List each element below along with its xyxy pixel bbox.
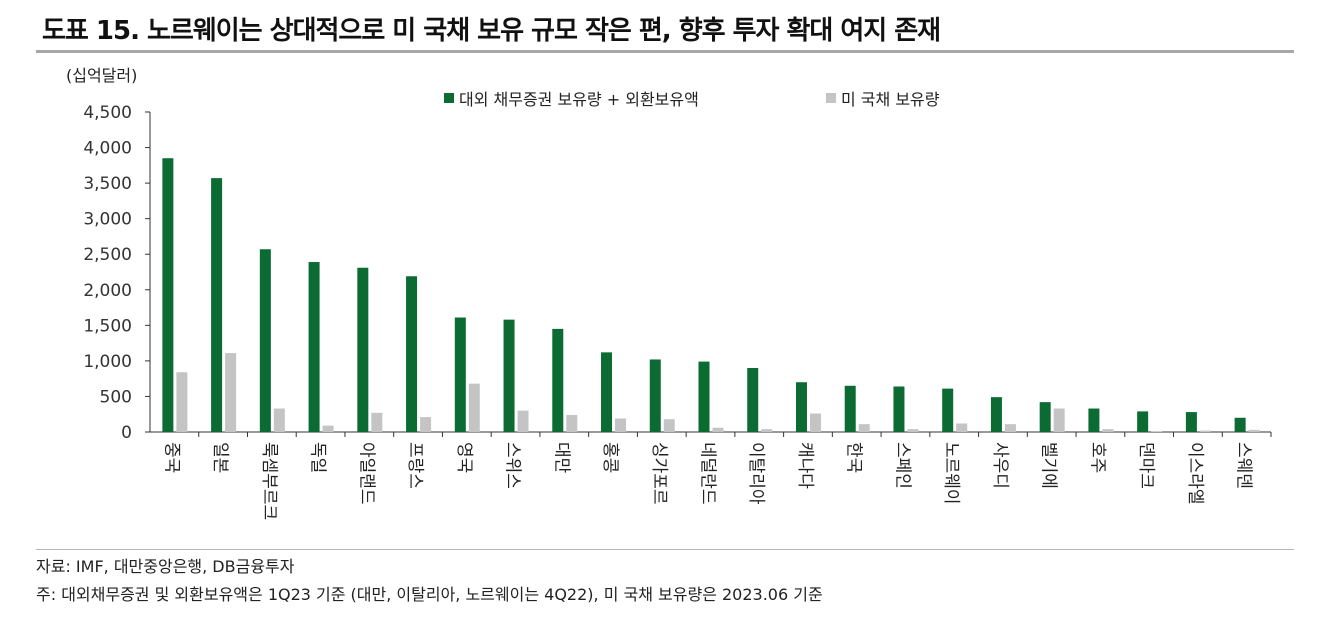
bar-us-treasury-2	[273, 408, 285, 432]
x-tick-label: 중국	[161, 442, 181, 473]
chart-title: 도표 15. 노르웨이는 상대적으로 미 국채 보유 규모 작은 편, 향후 투…	[42, 16, 941, 46]
legend-label-series2: 미 국채 보유량	[841, 90, 940, 109]
bar-us-treasury-5	[420, 417, 432, 432]
y-tick-label: 3,500	[83, 174, 132, 194]
y-tick-label: 1,500	[83, 316, 132, 336]
bar-external-assets-3	[308, 262, 320, 432]
bar-us-treasury-4	[371, 412, 383, 432]
bar-us-treasury-18	[1053, 408, 1065, 432]
bar-us-treasury-19	[1102, 429, 1114, 432]
bar-us-treasury-22	[1248, 429, 1260, 432]
x-tick-label: 이탈리아	[746, 442, 766, 505]
y-tick-label: 1,000	[83, 352, 132, 372]
y-tick-label: 4,500	[83, 103, 132, 123]
y-axis-unit: (십억달러)	[66, 66, 138, 85]
bar-us-treasury-9	[615, 418, 627, 432]
x-tick-label: 프랑스	[405, 442, 425, 489]
bar-external-assets-13	[795, 382, 807, 432]
bar-external-assets-6	[454, 317, 466, 432]
bar-us-treasury-17	[1004, 424, 1016, 432]
bar-us-treasury-14	[858, 424, 870, 432]
bar-us-treasury-8	[566, 414, 578, 432]
x-tick-label: 노르웨이	[941, 442, 961, 505]
legend-item-series1: 대외 채무증권 보유량 + 외환보유액	[444, 86, 699, 110]
bar-external-assets-20	[1137, 411, 1149, 432]
bar-us-treasury-6	[468, 383, 480, 432]
bar-external-assets-10	[649, 359, 661, 432]
footer-divider	[36, 549, 1294, 550]
bar-us-treasury-1	[225, 353, 237, 432]
bar-us-treasury-7	[517, 410, 529, 432]
x-tick-label: 네덜란드	[698, 442, 718, 505]
bar-us-treasury-15	[907, 429, 919, 432]
bar-us-treasury-11	[712, 427, 724, 432]
x-tick-label: 아일랜드	[356, 442, 376, 505]
x-tick-label: 독일	[308, 442, 328, 473]
bar-external-assets-12	[747, 368, 759, 432]
bar-external-assets-5	[406, 276, 418, 432]
y-tick-label: 2,000	[83, 281, 132, 301]
bar-us-treasury-16	[956, 423, 968, 432]
y-tick-label: 3,000	[83, 210, 132, 230]
x-tick-label: 싱가포르	[649, 442, 669, 505]
x-tick-label: 룩셈부르크	[259, 442, 279, 520]
x-tick-label: 홍콩	[600, 442, 620, 473]
x-tick-label: 이스라엘	[1185, 442, 1205, 505]
x-tick-label: 스위스	[503, 442, 523, 489]
x-tick-label: 덴마크	[1136, 442, 1156, 489]
bar-external-assets-7	[503, 319, 515, 432]
legend-swatch-series1	[444, 93, 454, 103]
y-tick-label: 500	[100, 387, 132, 407]
x-tick-label: 일본	[210, 442, 230, 473]
legend-label-series1: 대외 채무증권 보유량 + 외환보유액	[459, 90, 699, 109]
bar-external-assets-14	[844, 385, 856, 432]
bar-external-assets-22	[1234, 417, 1246, 432]
footnote: 주: 대외채무증권 및 외환보유액은 1Q23 기준 (대만, 이탈리아, 노르…	[36, 585, 823, 604]
bar-external-assets-15	[893, 386, 905, 432]
bar-external-assets-4	[357, 267, 369, 432]
source-note: 자료: IMF, 대만중앙은행, DB금융투자	[36, 557, 295, 576]
bar-us-treasury-12	[761, 429, 773, 432]
bar-us-treasury-10	[663, 419, 675, 432]
bar-external-assets-0	[162, 158, 174, 432]
x-tick-label: 호주	[1087, 442, 1107, 473]
x-tick-label: 캐나다	[795, 442, 815, 489]
bar-external-assets-21	[1185, 412, 1197, 432]
bar-us-treasury-21	[1199, 430, 1211, 432]
x-tick-label: 한국	[844, 442, 864, 473]
x-tick-label: 영국	[454, 442, 474, 473]
bar-us-treasury-0	[176, 372, 188, 432]
x-tick-label: 대만	[551, 442, 571, 474]
bar-external-assets-9	[601, 352, 613, 432]
x-tick-label: 스웨덴	[1234, 442, 1254, 489]
x-tick-label: 벨기에	[1039, 442, 1059, 489]
title-divider	[36, 50, 1294, 53]
legend-item-series2: 미 국채 보유량	[826, 86, 940, 110]
bar-external-assets-18	[1039, 402, 1051, 432]
bar-external-assets-8	[552, 328, 564, 432]
bar-us-treasury-3	[322, 425, 334, 432]
legend-swatch-series2	[826, 93, 836, 103]
y-tick-label: 2,500	[83, 245, 132, 265]
bar-external-assets-11	[698, 361, 710, 432]
bar-external-assets-2	[259, 249, 271, 432]
x-tick-label: 스페인	[892, 442, 912, 489]
y-tick-label: 4,000	[83, 139, 132, 159]
bar-external-assets-17	[990, 397, 1002, 432]
bar-external-assets-1	[211, 178, 223, 432]
bar-external-assets-19	[1088, 408, 1100, 432]
bar-external-assets-16	[942, 388, 954, 432]
y-tick-label: 0	[121, 423, 132, 443]
x-tick-label: 사우디	[990, 442, 1010, 489]
bar-us-treasury-13	[809, 413, 821, 432]
